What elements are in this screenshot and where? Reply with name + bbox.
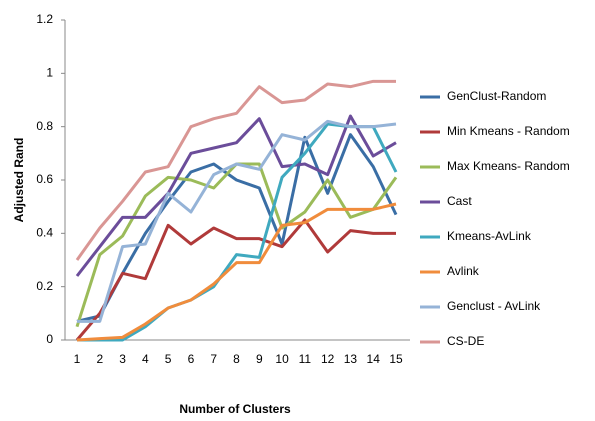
y-tick-label: 0.6: [36, 172, 53, 186]
legend-label: Max Kmeans- Random: [447, 159, 570, 173]
y-tick-label: 1.2: [36, 12, 53, 26]
series-line: [75, 79, 396, 261]
y-axis-title: Adjusted Rand: [12, 138, 26, 223]
y-tick-label: 1: [46, 66, 53, 80]
x-axis-title: Number of Clusters: [179, 402, 291, 416]
series-line: [76, 202, 397, 342]
x-tick-label: 8: [233, 352, 240, 366]
x-tick-label: 9: [256, 352, 263, 366]
x-tick-label: 1: [74, 352, 81, 366]
x-tick-label: 10: [275, 352, 289, 366]
legend-label: Avlink: [447, 264, 480, 278]
legend-label: GenClust-Random: [447, 89, 546, 103]
x-tick-label: 15: [389, 352, 403, 366]
series-line: [76, 133, 398, 323]
x-tick-label: 5: [165, 352, 172, 366]
x-tick-label: 3: [119, 352, 126, 366]
legend-label: Min Kmeans - Random: [447, 124, 570, 138]
series-line: [77, 119, 397, 323]
y-tick-label: 0: [46, 332, 53, 346]
legend-label: Genclust - AvLink: [447, 299, 541, 313]
legend-label: Cast: [447, 194, 472, 208]
series-line: [75, 218, 396, 341]
legend-label: CS-DE: [447, 334, 484, 348]
y-tick-label: 0.2: [36, 279, 53, 293]
x-tick-label: 14: [367, 352, 381, 366]
y-tick-label: 0.8: [36, 119, 53, 133]
x-tick-label: 4: [142, 352, 149, 366]
x-tick-label: 13: [344, 352, 358, 366]
x-tick-label: 6: [188, 352, 195, 366]
y-tick-label: 0.4: [36, 226, 53, 240]
x-tick-label: 2: [96, 352, 103, 366]
x-tick-label: 7: [210, 352, 217, 366]
legend-label: Kmeans-AvLink: [447, 229, 532, 243]
x-tick-label: 12: [321, 352, 335, 366]
x-tick-label: 11: [299, 352, 312, 366]
series-line: [75, 114, 397, 277]
